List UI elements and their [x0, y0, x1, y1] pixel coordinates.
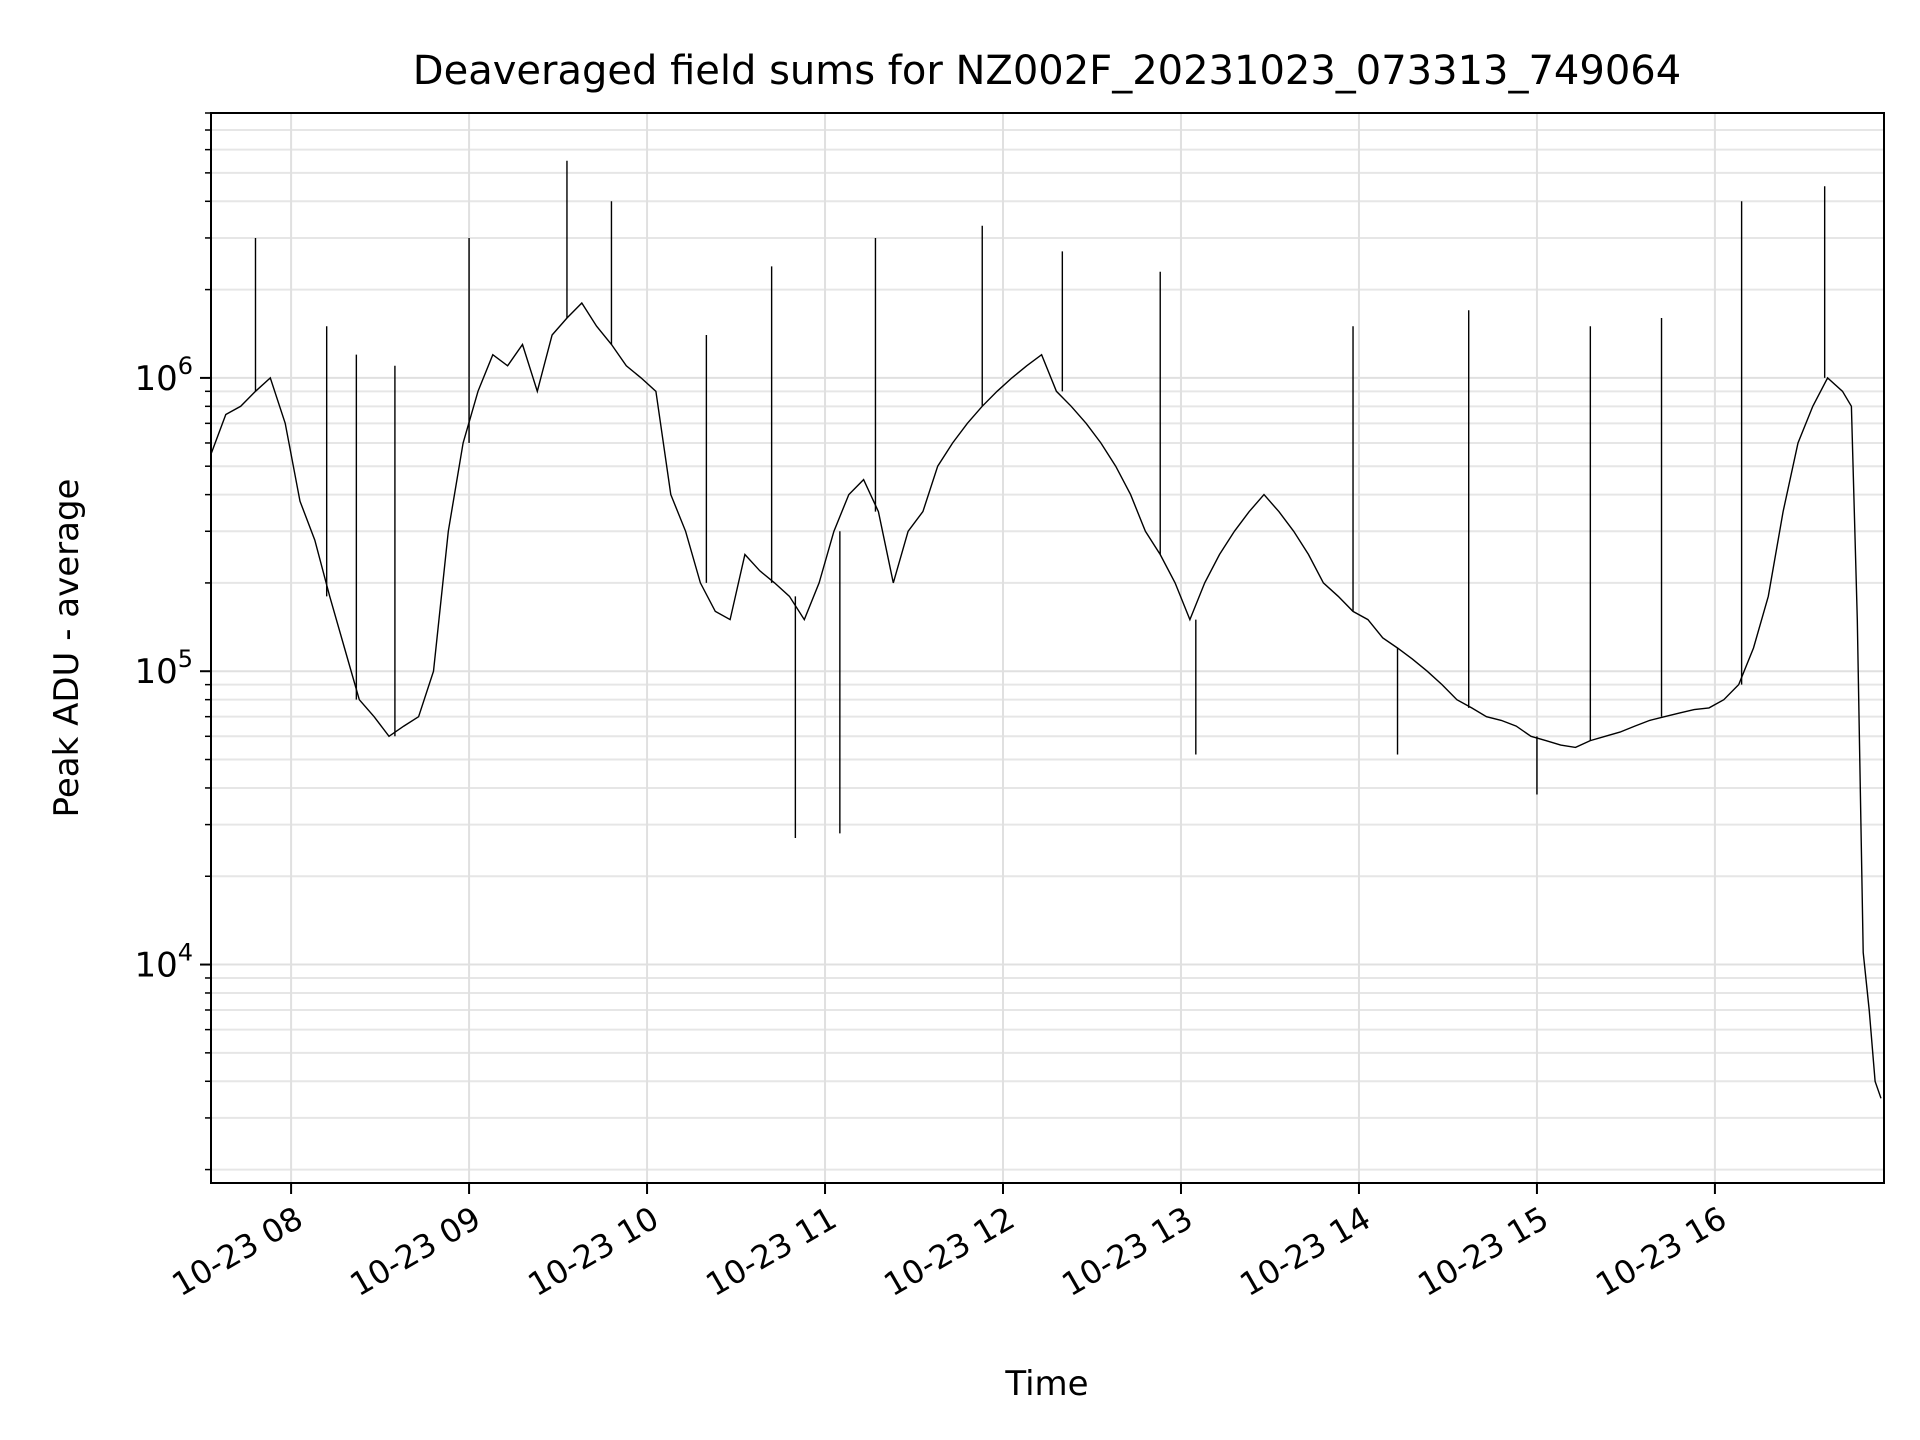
plot-area: [211, 160, 1882, 1099]
y-tick-label: 104: [134, 939, 193, 986]
series-line: [211, 301, 1882, 1099]
series-group: [211, 160, 1882, 1099]
y-axis: 104 105 106: [134, 112, 211, 1171]
x-axis-label: Time: [1004, 1364, 1088, 1404]
y-axis-label: Peak ADU - average: [47, 479, 87, 818]
y-tick-label: 106: [134, 352, 193, 399]
grid: [211, 112, 1884, 1183]
plot-frame: [210, 112, 1885, 1184]
chart-title: Deaveraged field sums for NZ002F_2023102…: [413, 48, 1681, 94]
y-tick-label: 105: [134, 645, 193, 692]
